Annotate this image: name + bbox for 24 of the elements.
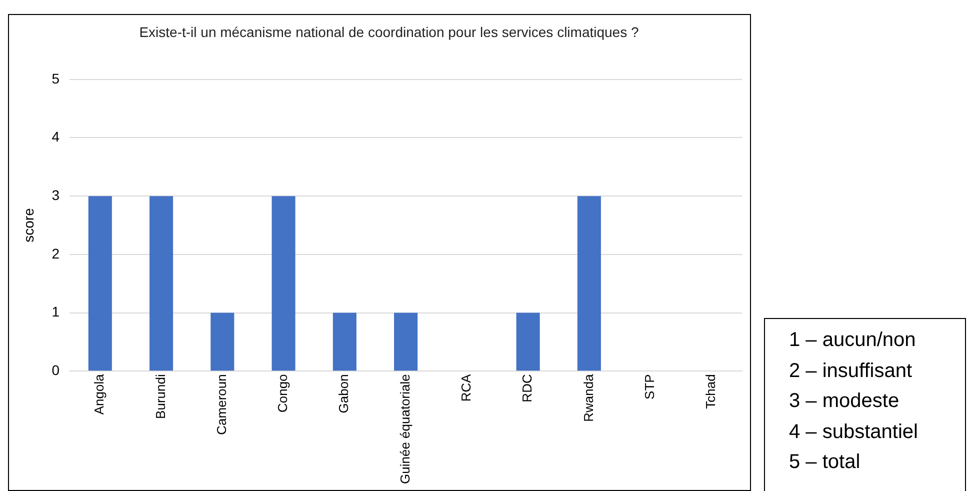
x-tick-label: STP [642, 374, 657, 400]
y-tick-label: 5 [52, 70, 60, 86]
x-tick-label: Guinée équatoriale [397, 374, 412, 484]
text: 1 – aucun/non [789, 328, 917, 353]
text: 4 – substantiel [789, 420, 919, 444]
x-tick-label: Tchad [703, 374, 718, 409]
x-tick-label: Rwanda [580, 373, 596, 422]
x-tick-label: Cameroun [214, 374, 229, 435]
y-tick-label: 1 [52, 304, 60, 320]
x-tick-label: Congo [275, 374, 290, 412]
chart-title: Existe-t-il un mécanisme national de coordination pour les services climatiques ? [138, 23, 640, 41]
text: 2 – insuffisant [789, 358, 914, 384]
x-tick-label: RDC [520, 374, 535, 402]
y-tick-label: 0 [52, 362, 60, 378]
x-tick-label: Burundi [152, 374, 168, 419]
x-tick-label: RCA [458, 374, 474, 402]
y-axis-title: score [20, 208, 36, 242]
y-tick-label: 2 [52, 245, 60, 262]
x-tick-label: Angola [92, 373, 107, 415]
y-tick-label: 3 [52, 186, 60, 203]
x-tick-label: Gabon [336, 374, 352, 414]
text: 3 – modeste [789, 389, 900, 414]
y-tick-label: 4 [52, 128, 60, 145]
text: 5 – total [789, 450, 862, 475]
